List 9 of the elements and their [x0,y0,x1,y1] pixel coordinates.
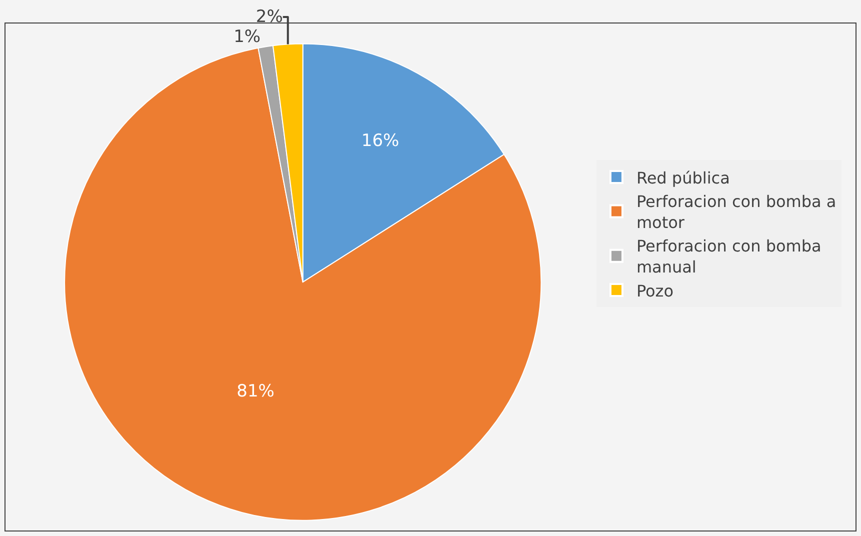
pie-slice [64,48,542,521]
legend-label: Perforacion con bomba manual [636,236,822,276]
data-label: 2% [256,6,283,27]
legend-label: Red pública [636,168,730,188]
data-label: 1% [234,26,261,47]
data-label: 81% [236,381,274,402]
legend-label: Pozo [636,281,674,300]
legend-label: Perforacion con bomba a motor [636,192,836,232]
data-label: 16% [361,131,400,152]
